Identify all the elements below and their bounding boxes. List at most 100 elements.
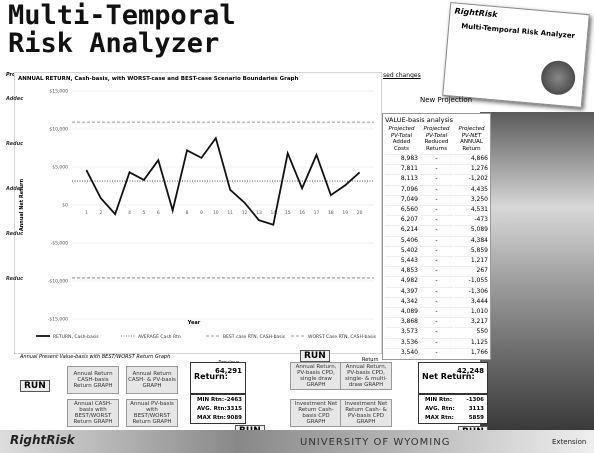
chart-frame [14, 72, 382, 354]
run-button[interactable]: RUN [20, 380, 50, 392]
table-cell: 5,089 [455, 225, 488, 233]
column-header: ANNUAL [460, 139, 483, 145]
stat-label: AVG. Rtn: [197, 406, 227, 412]
table-cell: - [420, 194, 453, 203]
column-header: Costs [393, 145, 410, 152]
table-cell: 5,443 [385, 256, 418, 264]
table-cell: 3,540 [385, 347, 418, 356]
table-cell: - [420, 205, 453, 213]
landscape-photo [480, 112, 594, 430]
column-header: Projected [458, 126, 485, 132]
table-cell: 7,811 [385, 164, 418, 172]
run-button[interactable]: RUN [300, 350, 330, 362]
table-cell: 5,859 [455, 245, 488, 254]
table-cell: 4,531 [455, 205, 488, 213]
graph-button[interactable]: Annual CASH-basis with BEST/WORST Return… [67, 399, 119, 427]
x-tick-label: 14 [270, 210, 276, 216]
table-cell: 3,536 [385, 337, 418, 346]
x-tick-label: 16 [299, 210, 305, 216]
side-label: Addec [6, 96, 24, 102]
summary-value: 42,248 [456, 367, 484, 375]
table-cell: 6,207 [385, 215, 418, 223]
table-cell: - [420, 256, 453, 264]
side-label: Reduc [6, 276, 24, 282]
table-cell: 3,217 [455, 317, 488, 325]
table-cell: - [420, 164, 453, 172]
table-cell: - [420, 296, 453, 305]
legend-label: WORST Case RTN, CASH-basis [308, 334, 377, 340]
stat-label: MAX Rtn: [425, 415, 454, 421]
table-cell: 1,010 [455, 307, 488, 315]
new-projection[interactable]: New Projection [420, 96, 473, 104]
nav-label[interactable]: Annual Present Value-basis with BEST/WOR… [20, 354, 171, 360]
side-label: Reduc [6, 231, 24, 237]
x-tick-label: 1 [85, 210, 88, 216]
table-cell: 1,276 [455, 164, 488, 172]
y-tick-label: $10,000 [49, 127, 68, 133]
nav-label[interactable]: Return [362, 357, 379, 363]
chart-title: ANNUAL RETURN, Cash-basis, with WORST-ca… [18, 76, 298, 82]
graph-button[interactable]: Annual Return, PV-basis CPD, single draw… [290, 362, 342, 390]
graph-button[interactable]: Investment Net Return Cash- & PV-basis C… [340, 399, 392, 427]
table-cell: -1,202 [455, 174, 488, 182]
table-cell: 8,113 [385, 174, 418, 182]
table-cell: - [420, 286, 453, 295]
x-tick-label: 5 [142, 210, 145, 216]
table-cell: 6,214 [385, 225, 418, 233]
table-cell: - [420, 276, 453, 284]
table-cell: - [420, 154, 453, 162]
graph-button[interactable]: Annual Return, PV-basis CPD, single- & m… [340, 362, 392, 390]
legend-label: AVERAGE Cash Rtn [138, 334, 181, 340]
table-cell: - [420, 184, 453, 193]
x-tick-label: 13 [256, 210, 262, 216]
header-fragment: sed changes [383, 72, 421, 79]
slide-title: Multi-Temporal Risk Analyzer [8, 2, 236, 58]
value-table: VALUE-basis analysis Projected PV-Total Add… [382, 113, 491, 360]
table-cell: - [420, 337, 453, 346]
y-tick-label: $15,000 [49, 89, 68, 95]
table-cell: 550 [455, 327, 488, 335]
table-cell: - [420, 327, 453, 335]
table-cell: 4,397 [385, 286, 418, 295]
column-header: Returns [425, 145, 448, 152]
stat-value: 5859 [468, 415, 484, 421]
table-cell: 4,342 [385, 296, 418, 305]
x-tick-label: 17 [314, 210, 320, 216]
summary-label: Net Return: [422, 372, 475, 381]
table-cell: - [420, 347, 453, 356]
summary-label: Return: [194, 372, 228, 381]
table-cell: 4,384 [455, 235, 488, 244]
table-cell: 4,853 [385, 266, 418, 274]
column-header: Projected [388, 126, 415, 132]
table-cell: -473 [455, 215, 488, 223]
y-axis-label: Annual Net Return [19, 178, 25, 231]
table-cell: 4,866 [455, 154, 488, 162]
table-title: VALUE-basis analysis [385, 116, 454, 124]
table-cell: -1,055 [455, 276, 488, 284]
graph-button[interactable]: Investment Net Return Cash-basis CPD GRA… [290, 399, 342, 427]
chart: ANNUAL RETURN, Cash-basis, with WORST-ca… [14, 72, 382, 354]
graph-button[interactable]: Annual PV-basis with BEST/WORST Return G… [126, 399, 178, 427]
table-cell: - [420, 266, 453, 274]
stat-label: MIN Rtn: [425, 397, 453, 403]
stat-value: -1306 [466, 397, 484, 403]
table-cell: - [420, 235, 453, 244]
x-tick-label: 6 [157, 210, 160, 216]
table-cell: 1,125 [455, 337, 488, 346]
side-label: Reduc [6, 141, 24, 147]
graph-button[interactable]: Annual Return CASH- & PV-basis GRAPH [126, 366, 178, 394]
legend-label: RETURN, Cash-basis [53, 334, 99, 340]
x-tick-label: 18 [328, 210, 334, 216]
table-cell: 5,402 [385, 245, 418, 254]
table-cell: 4,089 [385, 307, 418, 315]
y-tick-label: -$5,000 [51, 241, 69, 247]
x-tick-label: 11 [227, 210, 233, 216]
stat-value: 9089 [226, 415, 242, 421]
table-cell: 6,560 [385, 205, 418, 213]
stat-label: MAX Rtn: [197, 415, 226, 421]
title-line: Risk Analyzer [8, 28, 220, 59]
footer-band [0, 430, 594, 453]
graph-button[interactable]: Annual Return CASH-basis Return GRAPH [67, 366, 119, 394]
table-cell: 3,250 [455, 194, 488, 203]
